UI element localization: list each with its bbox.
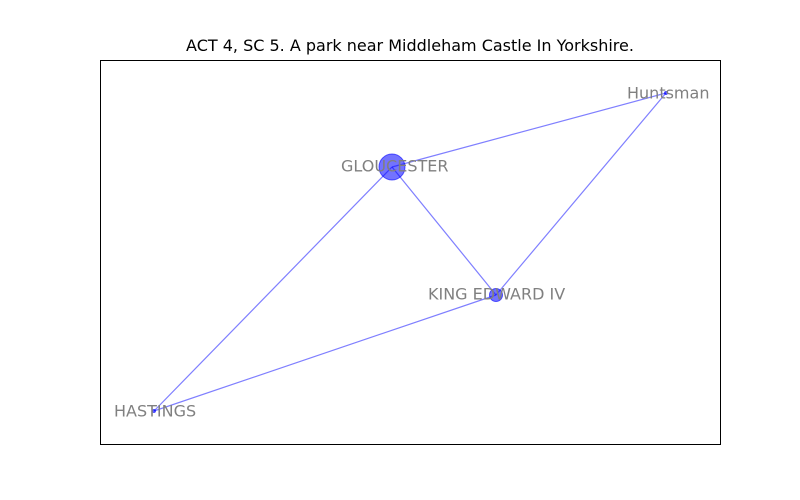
node-label-gloucester: GLOUCESTER — [341, 157, 448, 176]
plot-frame — [100, 60, 721, 445]
node-hastings — [152, 409, 156, 413]
node-label-hastings: HASTINGS — [114, 402, 196, 421]
node-huntsman — [664, 91, 668, 95]
labels-layer: GLOUCESTER KING EDWARD IV Huntsman HASTINGS — [114, 84, 709, 421]
edge-king-edward-iv-huntsman — [495, 92, 667, 296]
edges-layer — [153, 92, 667, 412]
node-label-king-edward-iv: KING EDWARD IV — [428, 285, 565, 304]
edge-gloucester-huntsman — [391, 92, 667, 168]
edge-gloucester-king-edward-iv — [391, 166, 497, 296]
node-gloucester — [378, 153, 406, 181]
node-label-huntsman: Huntsman — [627, 84, 709, 103]
nodes-layer — [152, 91, 668, 413]
edge-king-edward-iv-hastings — [153, 294, 497, 412]
figure-title: ACT 4, SC 5. A park near Middleham Castl… — [186, 36, 634, 55]
edge-gloucester-hastings — [153, 166, 393, 412]
node-king-edward-iv — [489, 288, 503, 302]
